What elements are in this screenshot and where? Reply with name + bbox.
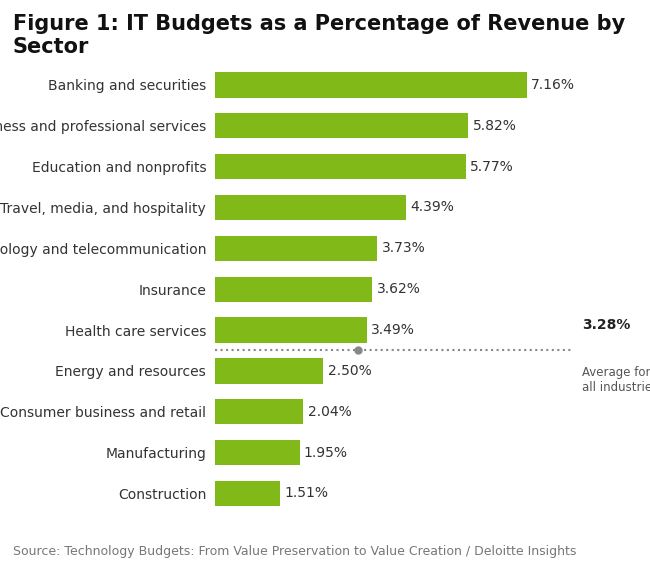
Bar [214, 440, 300, 466]
Text: 2.04%: 2.04% [308, 405, 352, 419]
Text: 7.16%: 7.16% [531, 78, 575, 92]
Bar [214, 277, 372, 302]
Text: 5.82%: 5.82% [473, 119, 517, 133]
Bar [214, 154, 466, 179]
Text: Average for
all industries: Average for all industries [582, 366, 650, 393]
Text: 3.73%: 3.73% [382, 242, 425, 255]
Bar [214, 481, 280, 506]
Text: 2.50%: 2.50% [328, 364, 372, 378]
Bar [214, 358, 324, 383]
Text: Source: Technology Budgets: From Value Preservation to Value Creation / Deloitte: Source: Technology Budgets: From Value P… [13, 545, 577, 558]
Text: 3.49%: 3.49% [371, 323, 415, 337]
Text: 1.95%: 1.95% [304, 446, 348, 460]
Text: Figure 1: IT Budgets as a Percentage of Revenue by Sector: Figure 1: IT Budgets as a Percentage of … [13, 14, 625, 57]
Text: 5.77%: 5.77% [471, 159, 514, 174]
Bar [214, 113, 468, 138]
Text: 3.28%: 3.28% [582, 318, 630, 332]
Bar [214, 236, 377, 261]
Bar [214, 195, 406, 220]
Bar [214, 72, 526, 98]
Text: 3.62%: 3.62% [377, 282, 421, 296]
Bar [214, 399, 304, 425]
Text: 4.39%: 4.39% [410, 201, 454, 214]
Bar [214, 318, 367, 342]
Text: 1.51%: 1.51% [285, 486, 329, 501]
